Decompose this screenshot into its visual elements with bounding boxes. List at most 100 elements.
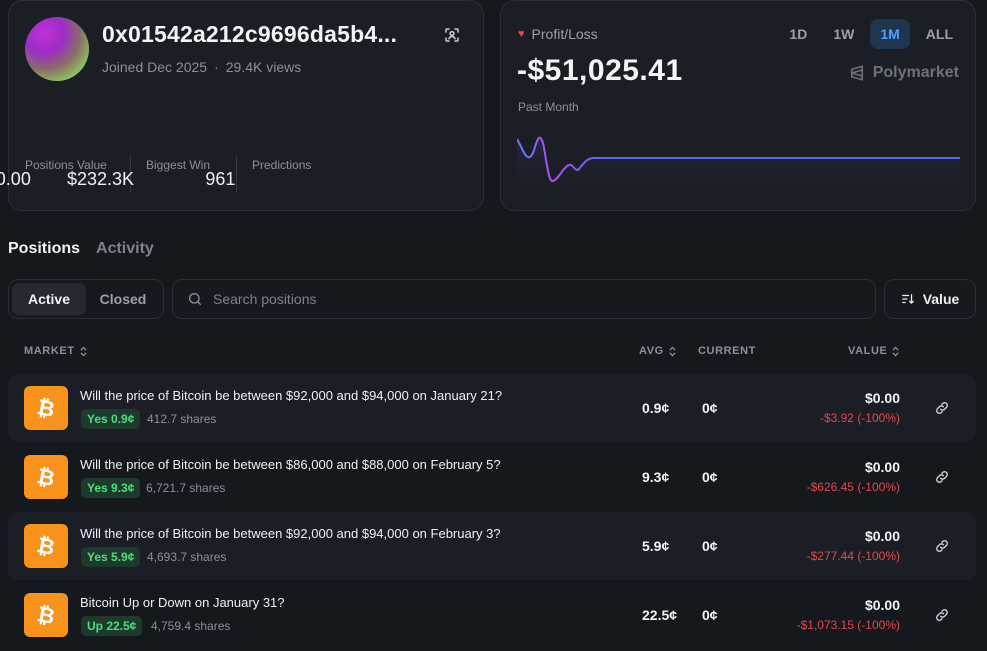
brand: Polymarket [848,64,959,82]
wallet-address: 0x01542a212c9696da5b4... [102,21,398,47]
current-price: 0¢ [702,400,718,416]
bitcoin-icon: ₿ [24,524,68,568]
stat-divider [130,156,131,192]
svg-text:₿: ₿ [35,464,57,490]
position-change: -$1,073.15 (-100%) [796,618,900,632]
range-all-button[interactable]: ALL [925,26,953,42]
main-tabs: Positions Activity [8,240,154,258]
profile-meta: Joined Dec 2025 · 29.4K views [102,59,302,75]
filter-active-button[interactable]: Active [12,283,86,315]
outcome-badge: Yes 9.3¢ [81,478,141,498]
status-filter: Active Closed [8,279,164,319]
column-header-label: CURRENT [698,345,756,357]
share-count: 4,759.4 shares [151,619,231,633]
position-row[interactable]: ₿ Will the price of Bitcoin be between $… [8,374,976,442]
outcome-badge: Yes 0.9¢ [81,409,141,429]
share-count: 412.7 shares [147,412,217,426]
pnl-period: Past Month [518,100,579,114]
column-header-label: MARKET [24,345,75,357]
polymarket-logo-icon [850,65,863,81]
filter-closed-button[interactable]: Closed [99,291,147,307]
bitcoin-icon: ₿ [24,455,68,499]
link-icon[interactable] [934,538,950,554]
position-value: $0.00 [864,459,900,475]
range-1m-button[interactable]: 1M [870,19,910,49]
position-value: $0.00 [864,390,900,406]
link-icon[interactable] [934,400,950,416]
pnl-sparkline [517,136,960,189]
avg-price: 9.3¢ [642,469,670,485]
position-value: $0.00 [864,597,900,613]
stat-label: Biggest Win [146,158,211,172]
stat-divider [236,156,237,192]
position-row[interactable]: ₿ Will the price of Bitcoin be between $… [8,443,976,511]
tab-positions[interactable]: Positions [8,240,81,257]
share-count: 6,721.7 shares [146,481,226,495]
pnl-heading-label: Profit/Loss [531,26,598,42]
brand-name: Polymarket [872,64,959,81]
outcome-badge: Up 22.5¢ [81,616,143,636]
range-1d-button[interactable]: 1D [789,26,808,42]
heart-icon: ♥ [518,28,525,40]
sort-icon [901,294,914,304]
link-icon[interactable] [934,607,950,623]
market-question[interactable]: Will the price of Bitcoin be between $92… [80,388,503,403]
view-count: 29.4K views [225,59,302,75]
stat-label: Positions Value [25,158,107,172]
bitcoin-icon: ₿ [24,386,68,430]
pnl-value: -$51,025.41 [517,54,683,87]
position-change: -$626.45 (-100%) [806,480,900,494]
sort-value-button[interactable]: Value [884,279,976,319]
current-price: 0¢ [702,538,718,554]
time-range-selector: 1D 1W 1M ALL [779,19,963,49]
svg-text:₿: ₿ [35,602,57,628]
svg-text:₿: ₿ [35,533,57,559]
avg-price: 22.5¢ [642,607,678,623]
share-count: 4,693.7 shares [147,550,227,564]
position-change: -$277.44 (-100%) [806,549,900,563]
position-row[interactable]: ₿ Will the price of Bitcoin be between $… [8,512,976,580]
range-1w-button[interactable]: 1W [833,26,855,42]
pnl-area [517,137,960,189]
position-row[interactable]: ₿ Bitcoin Up or Down on January 31? Up 2… [8,581,976,649]
outcome-badge: Yes 5.9¢ [81,547,141,567]
scan-qr-icon[interactable] [443,26,461,44]
stat-biggest-win: $232.3K Biggest Win [67,153,211,189]
market-question[interactable]: Bitcoin Up or Down on January 31? [80,595,285,610]
market-question[interactable]: Will the price of Bitcoin be between $86… [80,457,501,472]
bitcoin-icon: ₿ [24,593,68,637]
link-icon[interactable] [934,469,950,485]
profit-loss-card: ♥ Profit/Loss -$51,025.41 Past Month 1D … [500,0,976,211]
position-value: $0.00 [864,528,900,544]
search-input[interactable] [213,291,833,307]
stat-value: $0.00 [0,169,31,189]
profile-card: 0x01542a212c9696da5b4... Joined Dec 2025… [0,0,484,211]
column-header-avg[interactable]: AVG [639,345,677,357]
market-question[interactable]: Will the price of Bitcoin be between $92… [80,526,501,541]
stat-value: 961 [205,169,236,189]
tab-activity[interactable]: Activity [96,240,154,257]
current-price: 0¢ [702,469,718,485]
column-header-market[interactable]: MARKET [24,345,88,357]
current-price: 0¢ [702,607,718,623]
search-box [172,279,876,319]
stat-value: $232.3K [66,169,135,189]
stat-predictions: 961 Predictions [205,153,312,189]
sort-toggle-icon [669,346,676,356]
avatar [25,17,89,81]
sort-label: Value [922,291,960,307]
joined-date: Joined Dec 2025 [102,59,208,75]
column-header-current: CURRENT [698,345,756,357]
avg-price: 5.9¢ [642,538,670,554]
avg-price: 0.9¢ [642,400,670,416]
sort-toggle-icon [892,346,900,356]
column-header-label: AVG [639,345,664,357]
position-change: -$3.92 (-100%) [819,411,900,425]
svg-text:₿: ₿ [35,395,57,421]
stat-label: Predictions [252,158,312,172]
search-icon [189,293,201,305]
pnl-heading: ♥ Profit/Loss [518,26,598,42]
sort-toggle-icon [80,346,87,356]
pnl-line [517,136,960,183]
column-header-value[interactable]: VALUE [848,345,900,357]
